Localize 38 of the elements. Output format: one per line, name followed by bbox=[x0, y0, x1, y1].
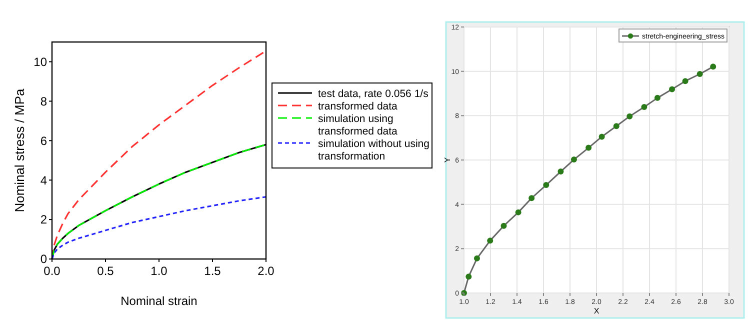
point bbox=[466, 274, 472, 280]
point bbox=[669, 86, 676, 92]
line-series bbox=[51, 196, 267, 260]
point bbox=[626, 113, 633, 120]
x-axis-title: Nominal strain bbox=[120, 294, 198, 308]
x-tick-label: 1.0 bbox=[150, 264, 168, 278]
x-tick-label: 2.0 bbox=[258, 264, 275, 278]
point bbox=[598, 134, 605, 140]
point bbox=[570, 156, 577, 163]
legend-label: test data, rate 0.056 1/s bbox=[318, 88, 428, 100]
point bbox=[710, 64, 716, 70]
y-tick-label: 10 bbox=[34, 54, 48, 69]
point bbox=[543, 182, 550, 188]
point bbox=[515, 209, 522, 216]
y-tick-label: 4 bbox=[40, 173, 48, 188]
point bbox=[500, 222, 507, 229]
y-axis-title: Y bbox=[443, 156, 452, 163]
y-tick-label: 2 bbox=[40, 212, 48, 227]
y-tick-label: 6 bbox=[40, 134, 48, 148]
point bbox=[696, 70, 703, 77]
x-tick-label: 0.0 bbox=[44, 264, 61, 278]
point bbox=[682, 78, 688, 84]
point bbox=[528, 195, 535, 202]
x-axis-title: X bbox=[594, 306, 600, 316]
x-tick-label: 0.5 bbox=[97, 264, 114, 278]
point bbox=[558, 168, 564, 175]
point bbox=[654, 94, 660, 101]
y-axis-title: Nominal stress / MPa bbox=[12, 88, 27, 212]
legend-label: simulation without using transformation bbox=[318, 138, 430, 162]
point bbox=[474, 255, 480, 262]
point bbox=[613, 123, 620, 130]
point bbox=[586, 144, 592, 151]
y-tick-label: 8 bbox=[40, 94, 48, 108]
legend-label: transformed data bbox=[318, 100, 398, 112]
x-tick-label: 1.5 bbox=[204, 264, 222, 278]
y-tick-label: 0 bbox=[40, 252, 48, 266]
point bbox=[487, 238, 494, 244]
point bbox=[641, 104, 648, 110]
